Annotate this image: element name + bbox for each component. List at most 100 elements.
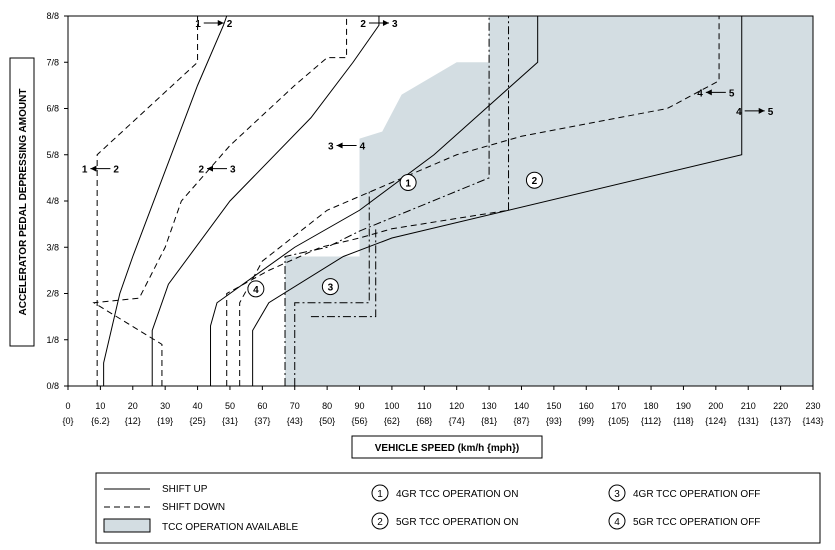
x-tick-label: 50 xyxy=(225,401,235,411)
svg-text:1: 1 xyxy=(377,489,383,500)
svg-text:4: 4 xyxy=(614,517,620,528)
x-tick-label-mph: {12} xyxy=(125,416,141,426)
circle-marker-label: 2 xyxy=(532,176,538,187)
shift-label-from: 1 xyxy=(195,19,201,30)
legend-shift-down-label: SHIFT DOWN xyxy=(162,502,225,513)
x-tick-label-mph: {93} xyxy=(546,416,562,426)
x-tick-label: 140 xyxy=(514,401,529,411)
shift-label-from: 4 xyxy=(736,107,742,118)
x-tick-label: 110 xyxy=(417,401,431,411)
shift-arrow-head xyxy=(758,107,765,114)
x-tick-label: 180 xyxy=(644,401,659,411)
x-tick-label-mph: {0} xyxy=(62,416,73,426)
shift-label-to: 2 xyxy=(227,19,233,30)
x-tick-label: 70 xyxy=(290,401,300,411)
shift-arrow-head xyxy=(705,89,712,96)
series-dashdot-tcc-4gr-off xyxy=(294,191,370,386)
series-dashdot-tcc-5gr-off xyxy=(310,228,377,318)
y-tick-label: 5/8 xyxy=(46,150,59,160)
legend-item-1: 1 4GR TCC OPERATION ON xyxy=(371,484,518,502)
x-tick-label: 0 xyxy=(65,401,70,411)
x-tick-label: 150 xyxy=(546,401,561,411)
series-dashdot-tcc-4gr-on xyxy=(284,16,490,386)
x-tick-label-mph: {87} xyxy=(513,416,529,426)
x-tick-label: 80 xyxy=(322,401,332,411)
x-tick-label-mph: {105} xyxy=(608,416,629,426)
shift-label-from: 3 xyxy=(328,142,334,153)
x-tick-label: 60 xyxy=(257,401,267,411)
x-tick-label-mph: {68} xyxy=(416,416,432,426)
x-tick-label: 40 xyxy=(193,401,203,411)
y-axis-title-box: ACCELERATOR PEDAL DEPRESSING AMOUNT xyxy=(9,57,35,347)
x-tick-label-mph: {6.2} xyxy=(91,416,110,426)
legend-tcc-label: TCC OPERATION AVAILABLE xyxy=(162,522,298,533)
circle-marker-label: 4 xyxy=(253,285,259,296)
circle-marker xyxy=(399,174,417,191)
legend-tcc-swatch xyxy=(103,518,151,533)
shift-label-to: 3 xyxy=(230,165,236,176)
x-tick-label: 120 xyxy=(449,401,464,411)
svg-text:2: 2 xyxy=(377,517,383,528)
x-tick-label-mph: {131} xyxy=(738,416,759,426)
circle-marker xyxy=(321,278,339,296)
x-axis-title: VEHICLE SPEED (km/h {mph}) xyxy=(375,443,519,454)
x-tick-label-mph: {19} xyxy=(157,416,173,426)
x-tick-label: 90 xyxy=(355,401,365,411)
shift-arrow-head xyxy=(336,142,343,149)
shift-arrow-head xyxy=(90,165,97,172)
x-tick-label-mph: {112} xyxy=(641,416,661,426)
series-solid-4-5 xyxy=(252,16,743,386)
svg-text:4GR TCC OPERATION OFF: 4GR TCC OPERATION OFF xyxy=(633,489,760,500)
x-tick-label-mph: {143} xyxy=(802,416,823,426)
x-tick-label: 10 xyxy=(95,401,105,411)
x-tick-label: 220 xyxy=(773,401,788,411)
svg-text:5GR TCC OPERATION ON: 5GR TCC OPERATION ON xyxy=(396,517,518,528)
x-tick-label-mph: {81} xyxy=(481,416,497,426)
svg-text:4GR TCC OPERATION ON: 4GR TCC OPERATION ON xyxy=(396,489,518,500)
legend-item-3: 3 4GR TCC OPERATION OFF xyxy=(608,484,760,502)
shift-label-to: 5 xyxy=(729,88,735,99)
x-tick-label-mph: {99} xyxy=(578,416,594,426)
series-dashed-4-5 xyxy=(226,209,509,386)
y-tick-label: 1/8 xyxy=(46,335,59,345)
plot-area: 0 {0} 10 {6.2} 20 {12} 30 {19} 40 {25} 50 {31} 60 {37… xyxy=(46,11,823,426)
y-tick-label: 7/8 xyxy=(46,57,59,67)
circle-marker-label: 3 xyxy=(328,283,334,294)
x-tick-label: 200 xyxy=(708,401,723,411)
x-tick-label-mph: {74} xyxy=(449,416,465,426)
x-tick-label-mph: {50} xyxy=(319,416,335,426)
circle-marker xyxy=(525,171,543,189)
shift-label-to: 2 xyxy=(113,165,119,176)
y-axis-title: ACCELERATOR PEDAL DEPRESSING AMOUNT xyxy=(18,89,29,316)
x-tick-label-mph: {124} xyxy=(705,416,726,426)
x-tick-label-mph: {118} xyxy=(673,416,693,426)
legend-item-2: 2 5GR TCC OPERATION ON xyxy=(371,512,518,530)
y-tick-label: 6/8 xyxy=(46,104,59,114)
series-dashed-1-2 xyxy=(96,16,199,386)
shift-label-from: 2 xyxy=(360,19,366,30)
series-dashed-2-3 xyxy=(92,16,348,386)
x-axis-title-box: VEHICLE SPEED (km/h {mph}) xyxy=(351,435,543,459)
shift-label-to: 3 xyxy=(392,19,398,30)
shift-label-to: 4 xyxy=(360,142,366,153)
shift-label-from: 2 xyxy=(198,165,204,176)
y-tick-label: 3/8 xyxy=(46,242,59,252)
y-tick-label: 0/8 xyxy=(46,381,59,391)
shift-arrow-head xyxy=(382,19,389,26)
x-tick-label: 20 xyxy=(128,401,138,411)
series-solid-1-2 xyxy=(103,15,228,386)
shift-arrow-head xyxy=(207,165,213,172)
x-tick-label-mph: {37} xyxy=(254,416,270,426)
y-tick-label: 8/8 xyxy=(46,11,59,21)
x-tick-label-mph: {62} xyxy=(384,416,400,426)
legend-shift-up-label: SHIFT UP xyxy=(162,484,208,495)
legend: SHIFT UP SHIFT DOWN TCC OPERATION AVAILA… xyxy=(95,472,821,544)
x-tick-label: 130 xyxy=(482,401,497,411)
x-tick-label-mph: {31} xyxy=(222,416,238,426)
series-solid-3-4 xyxy=(210,16,539,386)
x-tick-label-mph: {56} xyxy=(352,416,368,426)
x-tick-label: 230 xyxy=(805,401,820,411)
x-tick-label: 30 xyxy=(160,401,170,411)
x-tick-label: 100 xyxy=(384,401,399,411)
